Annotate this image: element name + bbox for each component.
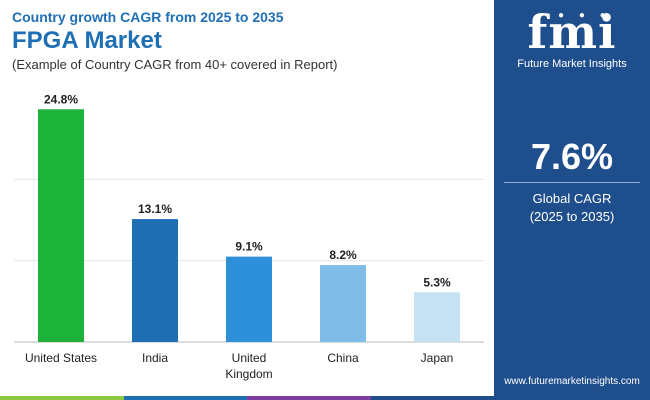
- bar-united-kingdom: [226, 256, 272, 342]
- data-label: 24.8%: [44, 92, 78, 106]
- data-label: 9.1%: [235, 240, 263, 254]
- bar-china: [320, 265, 366, 342]
- stripe-segment: [370, 396, 494, 400]
- x-tick-label: China: [327, 351, 359, 365]
- bar-united-states: [38, 109, 84, 342]
- x-tick-label: United States: [25, 351, 97, 365]
- chart-header: Country growth CAGR from 2025 to 2035 FP…: [12, 8, 338, 74]
- chart-note: (Example of Country CAGR from 40+ covere…: [12, 57, 338, 72]
- data-label: 13.1%: [138, 202, 172, 216]
- bottom-stripe: [0, 396, 494, 400]
- x-tick-label: India: [142, 351, 168, 365]
- data-label: 5.3%: [423, 275, 451, 289]
- cagr-divider: [504, 182, 640, 183]
- logo-icons: ● ● ●: [558, 10, 612, 21]
- side-panel: ● ● ● fmi Future Market Insights 7.6% Gl…: [494, 0, 650, 400]
- global-cagr-value: 7.6%: [530, 136, 614, 177]
- stripe-segment: [123, 396, 247, 400]
- x-tick-label: United Kingdom: [225, 351, 272, 381]
- cagr-label-line1: Global CAGR: [532, 191, 612, 206]
- logo-text: fmi: [527, 5, 617, 59]
- stripe-segment: [0, 396, 124, 400]
- fmi-logo: ● ● ● fmi Future Market Insights: [506, 8, 638, 78]
- website-url[interactable]: www.futuremarketinsights.com: [504, 376, 640, 387]
- logo-subtitle: Future Market Insights: [517, 58, 627, 70]
- global-cagr-label: Global CAGR (2025 to 2035): [494, 190, 650, 226]
- bar-japan: [414, 292, 460, 342]
- chart-title: FPGA Market: [12, 27, 162, 54]
- bar-india: [132, 219, 178, 342]
- stripe-segment: [247, 396, 371, 400]
- data-label: 8.2%: [329, 248, 357, 262]
- chart-subtitle: Country growth CAGR from 2025 to 2035: [12, 9, 284, 25]
- bar-chart: 24.8% United States 13.1% India 9.1% United Ki…: [14, 92, 484, 381]
- cagr-label-line2: (2025 to 2035): [529, 209, 615, 224]
- x-tick-label: Japan: [421, 351, 454, 365]
